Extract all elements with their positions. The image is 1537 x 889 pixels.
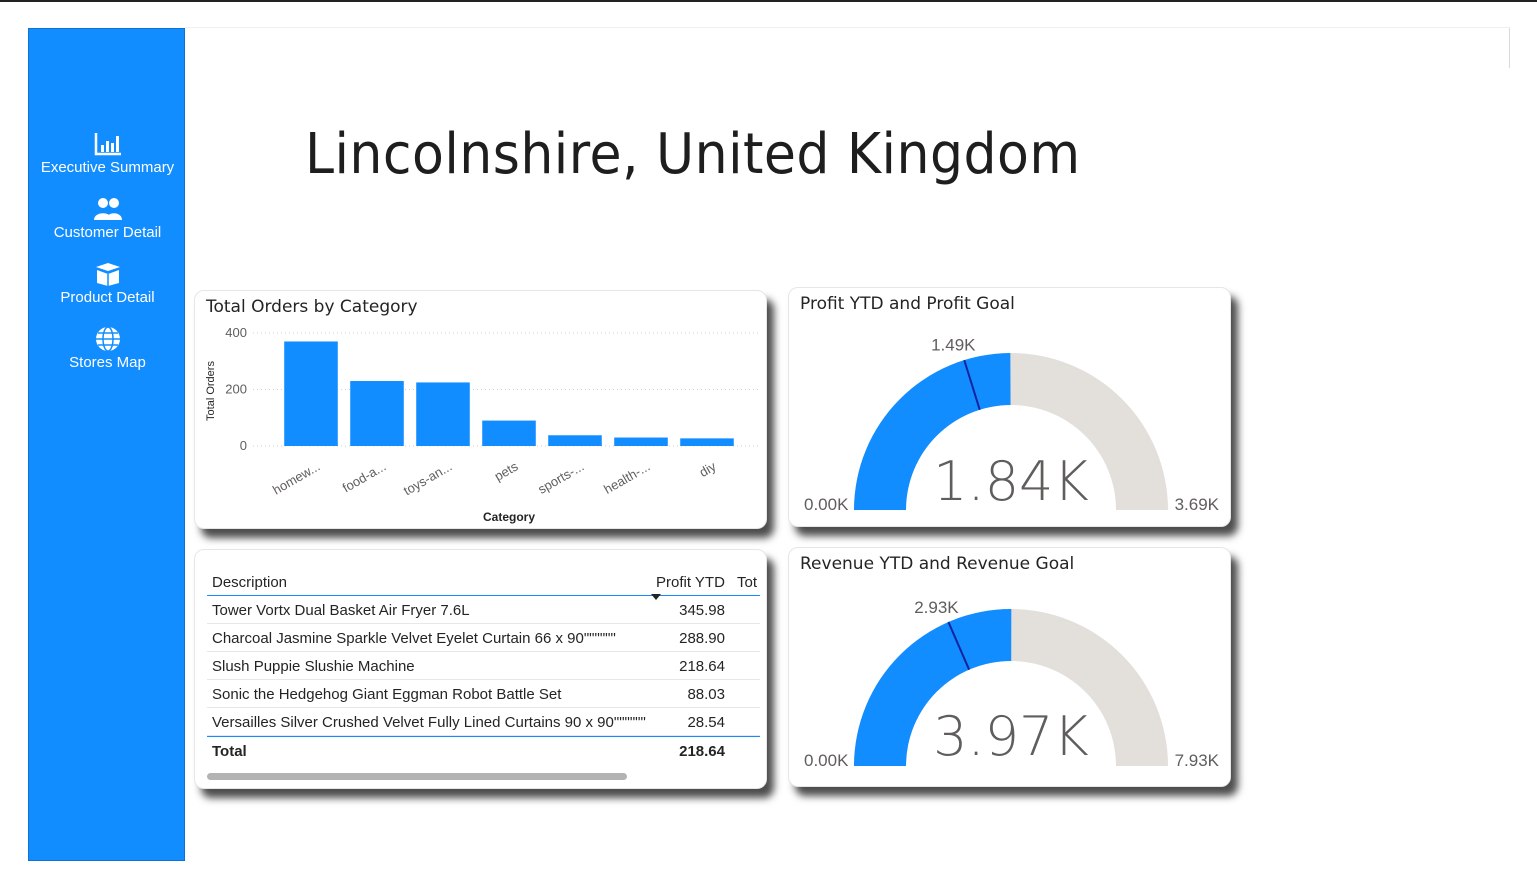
cell-profit: 218.64 — [679, 658, 725, 675]
gauge-target-label: 2.93K — [914, 598, 959, 617]
profit-gauge: 1.49K 1.84K 0.00K 3.69K — [804, 336, 1220, 514]
chart-title: Total Orders by Category — [206, 297, 418, 317]
y-tick-label: 200 — [225, 382, 247, 397]
x-tick-label: sports-... — [535, 459, 586, 497]
x-tick-label: health-... — [601, 459, 652, 497]
cell-description: Tower Vortx Dual Basket Air Fryer 7.6L — [212, 602, 470, 619]
cell-description: Slush Puppie Slushie Machine — [212, 658, 415, 675]
bar[interactable] — [416, 382, 470, 446]
x-axis-label: Category — [483, 510, 535, 524]
gauge-value: 3.97K — [933, 705, 1089, 768]
bar-chart-icon — [94, 133, 121, 156]
bar[interactable] — [680, 438, 734, 446]
nav-label: Stores Map — [69, 354, 146, 371]
gauge-fill — [854, 609, 1012, 766]
window-top-border — [0, 0, 1537, 2]
nav-label: Product Detail — [60, 289, 155, 306]
gauge-min-label: 0.00K — [804, 751, 849, 770]
horizontal-scrollbar[interactable] — [207, 773, 627, 780]
orders-by-category-card[interactable]: Total Orders by Category 400 200 0 homew..… — [194, 290, 767, 529]
page-title: Lincolnshire, United Kingdom — [305, 122, 1081, 187]
table-row[interactable]: Versailles Silver Crushed Velvet Fully L… — [207, 708, 760, 736]
orders-bar-chart: 400 200 0 homew... food-a... toys-an... pets s… — [205, 325, 761, 524]
sort-desc-icon[interactable] — [651, 594, 661, 600]
gauge-target-line — [947, 621, 971, 671]
canvas-right-edge — [1509, 28, 1510, 68]
bar[interactable] — [284, 341, 338, 446]
nav-product-detail[interactable]: Product Detail — [29, 261, 186, 306]
box-icon — [95, 263, 120, 286]
revenue-gauge-card[interactable]: Revenue YTD and Revenue Goal 2.93K 3.97K… — [788, 547, 1231, 787]
x-tick-label: pets — [492, 458, 521, 484]
nav-customer-detail[interactable]: Customer Detail — [29, 196, 186, 241]
bar[interactable] — [350, 381, 404, 446]
revenue-gauge: 2.93K 3.97K 0.00K 7.93K — [804, 598, 1220, 770]
cell-description: Sonic the Hedgehog Giant Eggman Robot Ba… — [212, 686, 562, 703]
nav-executive-summary[interactable]: Executive Summary — [29, 131, 186, 176]
column-header-total[interactable]: Tot — [737, 574, 758, 591]
total-label: Total — [212, 743, 247, 760]
gauge-target-label: 1.49K — [931, 336, 976, 355]
cell-profit: 88.03 — [687, 686, 725, 703]
gauge-value: 1.84K — [933, 450, 1089, 513]
y-axis-label: Total Orders — [205, 361, 217, 421]
cell-description: Versailles Silver Crushed Velvet Fully L… — [212, 714, 646, 731]
x-tick-label: diy — [697, 458, 719, 480]
canvas-top-edge — [185, 27, 1510, 28]
globe-icon — [95, 326, 120, 352]
y-tick-label: 400 — [225, 325, 247, 340]
nav-label: Executive Summary — [40, 159, 175, 176]
table-row[interactable]: Charcoal Jasmine Sparkle Velvet Eyelet C… — [207, 624, 760, 652]
nav-label: Customer Detail — [53, 224, 162, 241]
products-table-card[interactable]: Description Profit YTD Tot Tower Vortx D… — [194, 549, 767, 789]
gauge-max-label: 3.69K — [1175, 495, 1220, 514]
bar[interactable] — [614, 437, 668, 446]
nav-stores-map[interactable]: Stores Map — [29, 326, 186, 371]
gauge-max-label: 7.93K — [1175, 751, 1220, 770]
users-icon — [93, 198, 122, 220]
table-row[interactable]: Sonic the Hedgehog Giant Eggman Robot Ba… — [207, 680, 760, 708]
x-tick-label: food-a... — [340, 459, 389, 496]
table-total-row: Total 218.64 — [207, 736, 760, 764]
x-tick-label: toys-an... — [401, 459, 455, 499]
total-value: 218.64 — [679, 743, 725, 760]
cell-description: Charcoal Jasmine Sparkle Velvet Eyelet C… — [212, 630, 616, 647]
cell-profit: 28.54 — [687, 714, 725, 731]
sidebar-nav: Executive Summary Customer Detail Produc… — [28, 28, 185, 861]
x-tick-label: homew... — [270, 459, 323, 498]
gauge-min-label: 0.00K — [804, 495, 849, 514]
cell-profit: 345.98 — [679, 602, 725, 619]
cell-profit: 288.90 — [679, 630, 725, 647]
profit-gauge-card[interactable]: Profit YTD and Profit Goal 1.49K 1.84K 0… — [788, 287, 1231, 527]
y-tick-label: 0 — [240, 438, 247, 453]
gauge-title: Revenue YTD and Revenue Goal — [800, 554, 1075, 574]
table-header: Description Profit YTD Tot — [207, 560, 760, 596]
bar[interactable] — [548, 435, 602, 446]
table-row[interactable]: Tower Vortx Dual Basket Air Fryer 7.6L 3… — [207, 596, 760, 624]
column-header-description[interactable]: Description — [212, 574, 288, 591]
column-header-profit-ytd[interactable]: Profit YTD — [656, 574, 725, 591]
table-row[interactable]: Slush Puppie Slushie Machine 218.64 — [207, 652, 760, 680]
gauge-fill — [854, 353, 1011, 510]
gauge-target-line — [963, 359, 981, 411]
gauge-title: Profit YTD and Profit Goal — [800, 294, 1015, 314]
bar[interactable] — [482, 420, 536, 446]
products-table: Description Profit YTD Tot Tower Vortx D… — [207, 560, 760, 764]
